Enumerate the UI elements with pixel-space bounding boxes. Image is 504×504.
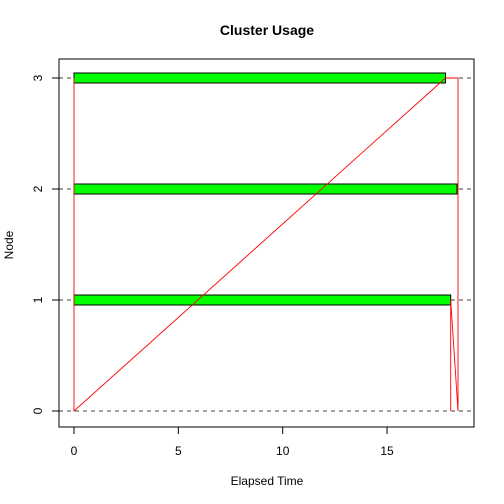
x-tick-label-0: 0: [71, 444, 78, 458]
x-tick-label-10: 10: [276, 444, 290, 458]
bar-node-1: [73, 294, 452, 306]
bar-node-3: [73, 72, 446, 84]
node-gridlines: [59, 77, 474, 412]
x-axis-label: Elapsed Time: [231, 474, 304, 488]
plot-frame: [58, 58, 475, 428]
y-axis: 0 1 2 3: [31, 74, 60, 414]
x-tick-label-5: 5: [175, 444, 182, 458]
y-tick-label-0: 0: [31, 407, 45, 414]
master-timeline: [73, 77, 459, 413]
usage-bars: [73, 72, 458, 306]
x-tick-label-15: 15: [380, 444, 394, 458]
y-tick-label-1: 1: [31, 296, 45, 303]
y-tick-label-3: 3: [31, 74, 45, 81]
bar-node-2: [73, 183, 458, 195]
x-axis: 0 5 10 15: [71, 426, 394, 458]
chart-title: Cluster Usage: [220, 22, 314, 38]
y-tick-label-2: 2: [31, 185, 45, 192]
timeline-line: [73, 77, 459, 413]
y-axis-label: Node: [2, 230, 16, 259]
